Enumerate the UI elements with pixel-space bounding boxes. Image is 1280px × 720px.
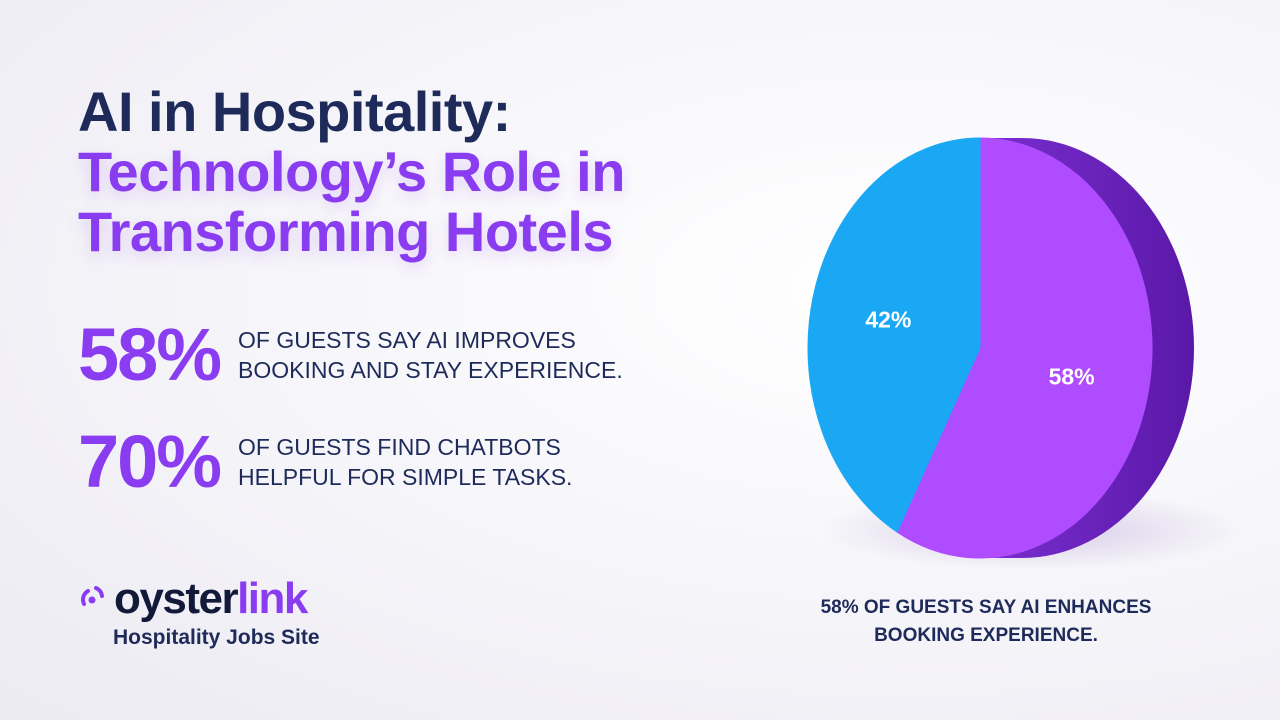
stat-value: 58% xyxy=(78,313,222,396)
stat-chatbots: 70% OF GUESTS FIND CHATBOTS HELPFUL FOR … xyxy=(78,425,648,499)
headline: AI in Hospitality: Technology’s Role in … xyxy=(78,82,625,262)
logo-word-link: link xyxy=(237,574,308,623)
stat-booking: 58% OF GUESTS SAY AI IMPROVES BOOKING AN… xyxy=(78,318,648,392)
headline-line-1: AI in Hospitality: xyxy=(78,80,511,143)
logo-wordmark: oysterlink xyxy=(114,574,308,624)
stat-description: OF GUESTS FIND CHATBOTS HELPFUL FOR SIMP… xyxy=(238,434,573,490)
headline-line-3: Transforming Hotels xyxy=(78,200,614,263)
logo-tagline: Hospitality Jobs Site xyxy=(113,626,320,649)
stat-description: OF GUESTS SAY AI IMPROVES BOOKING AND ST… xyxy=(238,327,623,383)
oysterlink-logo[interactable]: oysterlink Hospitality Jobs Site xyxy=(78,574,320,650)
pie-slice-1 xyxy=(807,137,981,533)
pie-slice-label-1: 42% xyxy=(865,306,911,332)
pie-depth-side xyxy=(980,138,1194,558)
chart-caption: 58% OF GUESTS SAY AI ENHANCES BOOKING EX… xyxy=(820,597,1152,646)
pie-slice-label-0: 58% xyxy=(1049,364,1095,390)
pie-chart: 58% 42% xyxy=(780,110,1240,580)
headline-line-2: Technology’s Role in xyxy=(78,140,625,203)
pie-chart-svg: 58% 42% xyxy=(807,137,1240,570)
stat-value: 70% xyxy=(78,420,222,503)
pie-slice-0 xyxy=(896,137,1153,559)
logo-word-oyster: oyster xyxy=(114,574,239,623)
oyster-logo-icon xyxy=(81,586,104,606)
